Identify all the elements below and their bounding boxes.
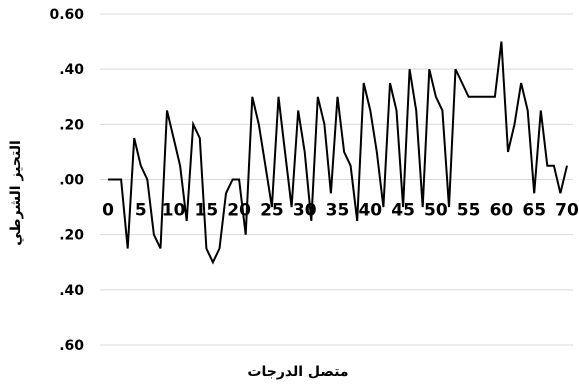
x-tick-labels: 0 5 10 15 20 25 30 35 40 45 50 55 60 65 70 xyxy=(102,201,579,221)
x-tick-label: 15 xyxy=(195,201,219,221)
x-tick-label: 30 xyxy=(293,201,317,221)
x-tick-label: 60 xyxy=(490,201,514,221)
x-tick-label: 10 xyxy=(162,201,186,221)
x-tick-label: 25 xyxy=(260,201,284,221)
x-tick-label: 55 xyxy=(457,201,481,221)
y-tick-labels: 0.60 .40 .20 .00 .20 .40 .60 xyxy=(49,7,84,354)
y-tick-label: 0.60 xyxy=(49,7,84,23)
x-tick-label: 20 xyxy=(227,201,251,221)
y-axis-label: التحيز الشرطي xyxy=(8,140,24,246)
x-tick-label: 45 xyxy=(391,201,415,221)
y-tick-label: .40 xyxy=(59,283,84,299)
series-line xyxy=(108,41,568,265)
x-tick-label: 70 xyxy=(555,201,579,221)
y-tick-label: .60 xyxy=(59,338,84,354)
x-axis-label: متصل الدرجات xyxy=(247,364,348,380)
y-tick-label: .40 xyxy=(59,62,84,78)
x-tick-label: 40 xyxy=(358,201,382,221)
y-tick-label: .20 xyxy=(59,228,84,244)
y-tick-label: .20 xyxy=(59,117,84,133)
x-tick-label: 0 xyxy=(102,201,114,221)
x-tick-label: 65 xyxy=(522,201,546,221)
x-tick-label: 50 xyxy=(424,201,448,221)
x-tick-label: 5 xyxy=(135,201,147,221)
y-tick-label: .00 xyxy=(59,173,84,189)
x-tick-label: 35 xyxy=(326,201,350,221)
